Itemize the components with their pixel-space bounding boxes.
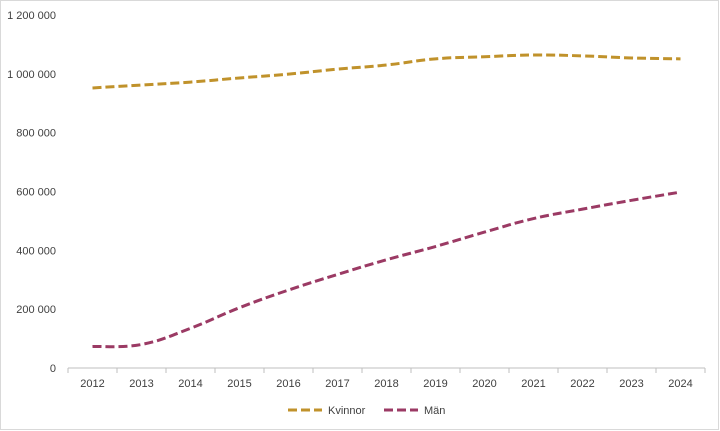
y-tick-label: 600 000 bbox=[16, 187, 56, 199]
y-tick-label: 800 000 bbox=[16, 128, 56, 140]
legend-label: Kvinnor bbox=[328, 405, 366, 417]
series-lines bbox=[92, 53, 681, 349]
x-tick-label: 2019 bbox=[423, 378, 447, 390]
legend: Kvinnor Män bbox=[288, 405, 445, 417]
y-tick-label: 1 200 000 bbox=[7, 10, 56, 22]
x-tick-label: 2018 bbox=[374, 378, 398, 390]
x-tick-label: 2023 bbox=[619, 378, 643, 390]
series-line-0 bbox=[92, 53, 681, 90]
x-tick-label: 2014 bbox=[178, 378, 202, 390]
x-axis-tick-labels: 2012 2013 2014 2015 2016 2017 2018 2019 2020 2021… bbox=[80, 378, 692, 390]
x-tick-label: 2017 bbox=[325, 378, 349, 390]
legend-label: Män bbox=[424, 405, 445, 417]
x-axis-ticks bbox=[67, 368, 706, 373]
x-tick-label: 2012 bbox=[80, 378, 104, 390]
x-tick-label: 2024 bbox=[668, 378, 692, 390]
x-tick-label: 2013 bbox=[129, 378, 153, 390]
y-tick-label: 1 000 000 bbox=[7, 69, 56, 81]
x-tick-label: 2016 bbox=[276, 378, 300, 390]
x-tick-label: 2021 bbox=[521, 378, 545, 390]
y-tick-label: 400 000 bbox=[16, 245, 56, 257]
y-tick-label: 200 000 bbox=[16, 304, 56, 316]
x-tick-label: 2022 bbox=[570, 378, 594, 390]
series-line-1 bbox=[92, 190, 681, 349]
x-tick-label: 2020 bbox=[472, 378, 496, 390]
x-tick-label: 2015 bbox=[227, 378, 251, 390]
y-tick-label: 0 bbox=[50, 363, 56, 375]
y-axis-tick-labels: 0 200 000 400 000 600 000 800 000 1 000 000 1 … bbox=[7, 10, 56, 375]
